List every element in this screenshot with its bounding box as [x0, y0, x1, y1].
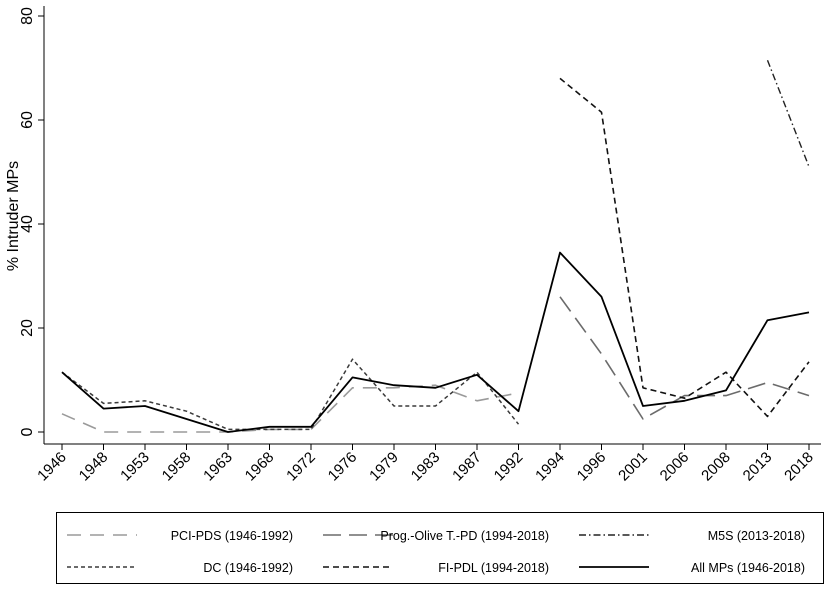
x-tick-label: 1963: [200, 449, 236, 485]
legend-label: DC (1946-1992): [203, 561, 293, 575]
series-layer: [61, 59, 810, 433]
x-tick-label: 1992: [491, 449, 527, 485]
series-line-fi-pdl-1994-2018: [559, 77, 810, 418]
legend-label: FI-PDL (1994-2018): [438, 561, 549, 575]
x-tick-label: 1996: [574, 449, 610, 485]
x-tick-label: 1953: [117, 449, 153, 485]
x-tick-label: 1987: [449, 449, 485, 485]
y-tick-label: 20: [19, 319, 36, 337]
y-axis-label: % Intruder MPs: [5, 161, 22, 271]
y-tick-label: 80: [19, 7, 36, 25]
legend-item: M5S (2013-2018): [579, 529, 805, 543]
legend: PCI-PDS (1946-1992) Prog.-Olive T.-PD (19…: [56, 512, 824, 584]
legend-item: Prog.-Olive T.-PD (1994-2018): [323, 529, 549, 543]
x-tick-label: 1979: [366, 449, 402, 485]
y-tick-label: 0: [19, 427, 36, 436]
x-tick-label: 1972: [283, 449, 319, 485]
series-line-pci-pds-1946-1992: [61, 384, 519, 433]
y-tick-label: 60: [19, 111, 36, 129]
x-tick-label: 1958: [159, 449, 195, 485]
x-tick-label: 2008: [698, 449, 734, 485]
x-tick-label: 1948: [76, 449, 112, 485]
legend-item: DC (1946-1992): [67, 561, 293, 575]
x-tick-label: 1946: [34, 449, 70, 485]
legend-item: FI-PDL (1994-2018): [323, 561, 549, 575]
x-axis: 1946 1948 1953 1958 1963 1968 1972 1976 1979 1983…: [34, 443, 821, 485]
y-axis: 0 20 40 60 80: [19, 6, 45, 444]
x-tick-label: 2006: [657, 449, 693, 485]
x-tick-label: 2001: [615, 449, 651, 485]
series-line-m5s-2013-2018: [766, 59, 810, 168]
x-tick-label: 2013: [740, 449, 776, 485]
legend-label: Prog.-Olive T.-PD (1994-2018): [380, 529, 549, 543]
x-tick-label: 1983: [408, 449, 444, 485]
x-tick-label: 1976: [325, 449, 361, 485]
series-line-dc-1946-1992: [61, 358, 520, 431]
series-line-all-mps-1946-2018: [61, 251, 810, 433]
legend-item: PCI-PDS (1946-1992): [67, 529, 293, 543]
series-line-prog-olive-t-pd-1994-2018: [559, 296, 810, 420]
legend-item: All MPs (1946-2018): [579, 561, 805, 575]
y-tick-label: 40: [19, 215, 36, 233]
legend-swatches: PCI-PDS (1946-1992) Prog.-Olive T.-PD (19…: [67, 529, 805, 575]
legend-label: M5S (2013-2018): [708, 529, 805, 543]
legend-label: PCI-PDS (1946-1992): [171, 529, 293, 543]
x-tick-label: 2018: [781, 449, 817, 485]
legend-label: All MPs (1946-2018): [691, 561, 805, 575]
x-tick-label: 1994: [532, 449, 568, 485]
x-tick-label: 1968: [242, 449, 278, 485]
